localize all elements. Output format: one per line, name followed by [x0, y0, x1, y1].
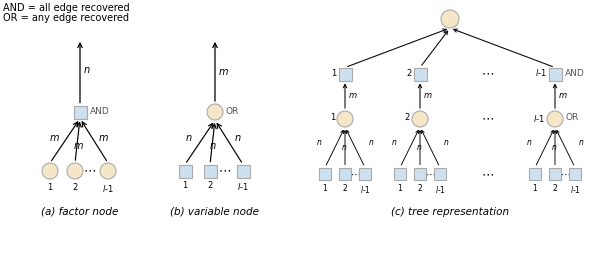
Bar	[74, 105, 87, 118]
Text: $n$: $n$	[443, 138, 449, 147]
Text: $\it{l}$-1: $\it{l}$-1	[535, 67, 547, 78]
Circle shape	[42, 163, 58, 179]
Text: $n$: $n$	[416, 143, 422, 152]
Text: $n$: $n$	[368, 138, 374, 147]
Text: $\it{l}$-1: $\it{l}$-1	[102, 183, 114, 194]
Bar	[413, 67, 426, 81]
Text: OR: OR	[566, 113, 579, 122]
Text: $m$: $m$	[218, 67, 229, 77]
Bar	[203, 164, 216, 178]
Text: 1: 1	[398, 184, 402, 193]
Bar	[569, 168, 581, 180]
Circle shape	[337, 111, 353, 127]
Text: $m$: $m$	[72, 141, 83, 151]
Text: $n$: $n$	[83, 65, 90, 75]
Text: $\cdots$: $\cdots$	[560, 169, 570, 179]
Bar	[434, 168, 446, 180]
Circle shape	[67, 163, 83, 179]
Text: $n$: $n$	[578, 138, 584, 147]
Text: 1: 1	[329, 113, 335, 122]
Circle shape	[207, 104, 223, 120]
Bar	[236, 164, 249, 178]
Text: 2: 2	[405, 113, 410, 122]
Text: $n$: $n$	[526, 138, 532, 147]
Text: $\cdots$: $\cdots$	[84, 164, 96, 176]
Circle shape	[100, 163, 116, 179]
Text: 1: 1	[323, 184, 327, 193]
Bar	[529, 168, 541, 180]
Text: AND = all edge recovered: AND = all edge recovered	[3, 3, 130, 13]
Text: $n$: $n$	[341, 143, 347, 152]
Text: (c) tree representation: (c) tree representation	[391, 207, 509, 217]
Text: $\cdots$: $\cdots$	[350, 169, 361, 179]
Text: $m$: $m$	[558, 91, 568, 100]
Text: AND: AND	[565, 68, 584, 78]
Text: $m$: $m$	[423, 91, 432, 100]
Text: $n$: $n$	[234, 133, 242, 143]
Text: $\cdots$: $\cdots$	[218, 164, 231, 176]
Text: 1: 1	[533, 184, 538, 193]
Bar	[319, 168, 331, 180]
Text: 1: 1	[331, 68, 337, 78]
Circle shape	[547, 111, 563, 127]
Text: $m$: $m$	[348, 91, 358, 100]
Text: $\it{l}$-1: $\it{l}$-1	[359, 184, 371, 195]
Text: 1: 1	[182, 181, 188, 190]
Text: $n$: $n$	[551, 143, 557, 152]
Text: $\cdots$: $\cdots$	[425, 169, 435, 179]
Bar	[338, 67, 352, 81]
Bar	[359, 168, 371, 180]
Text: $n$: $n$	[209, 141, 216, 151]
Bar	[414, 168, 426, 180]
Text: AND: AND	[90, 107, 109, 116]
Bar	[178, 164, 191, 178]
Circle shape	[412, 111, 428, 127]
Text: OR: OR	[226, 107, 239, 116]
Text: $n$: $n$	[316, 138, 322, 147]
Text: $m$: $m$	[48, 133, 59, 143]
Text: $m$: $m$	[97, 133, 108, 143]
Text: $\it{l}$-1: $\it{l}$-1	[569, 184, 581, 195]
Text: $\cdots$: $\cdots$	[481, 112, 494, 124]
Bar	[394, 168, 406, 180]
Circle shape	[441, 10, 459, 28]
Bar	[549, 168, 561, 180]
Text: (b) variable node: (b) variable node	[170, 207, 260, 217]
Text: $\cdots$: $\cdots$	[481, 167, 494, 181]
Text: $\it{l}$-1: $\it{l}$-1	[533, 113, 545, 124]
Text: (a) factor node: (a) factor node	[41, 207, 118, 217]
Text: 2: 2	[406, 68, 411, 78]
Bar	[339, 168, 351, 180]
Text: $n$: $n$	[390, 138, 397, 147]
Bar	[548, 67, 562, 81]
Text: $\it{l}$-1: $\it{l}$-1	[435, 184, 446, 195]
Text: OR = any edge recovered: OR = any edge recovered	[3, 13, 129, 23]
Text: 2: 2	[208, 181, 213, 190]
Text: $n$: $n$	[185, 133, 193, 143]
Text: 2: 2	[417, 184, 422, 193]
Text: 2: 2	[72, 183, 78, 192]
Text: 2: 2	[553, 184, 557, 193]
Text: $\cdots$: $\cdots$	[481, 67, 494, 79]
Text: 2: 2	[343, 184, 347, 193]
Text: $\it{l}$-1: $\it{l}$-1	[237, 181, 249, 193]
Text: 1: 1	[47, 183, 53, 192]
